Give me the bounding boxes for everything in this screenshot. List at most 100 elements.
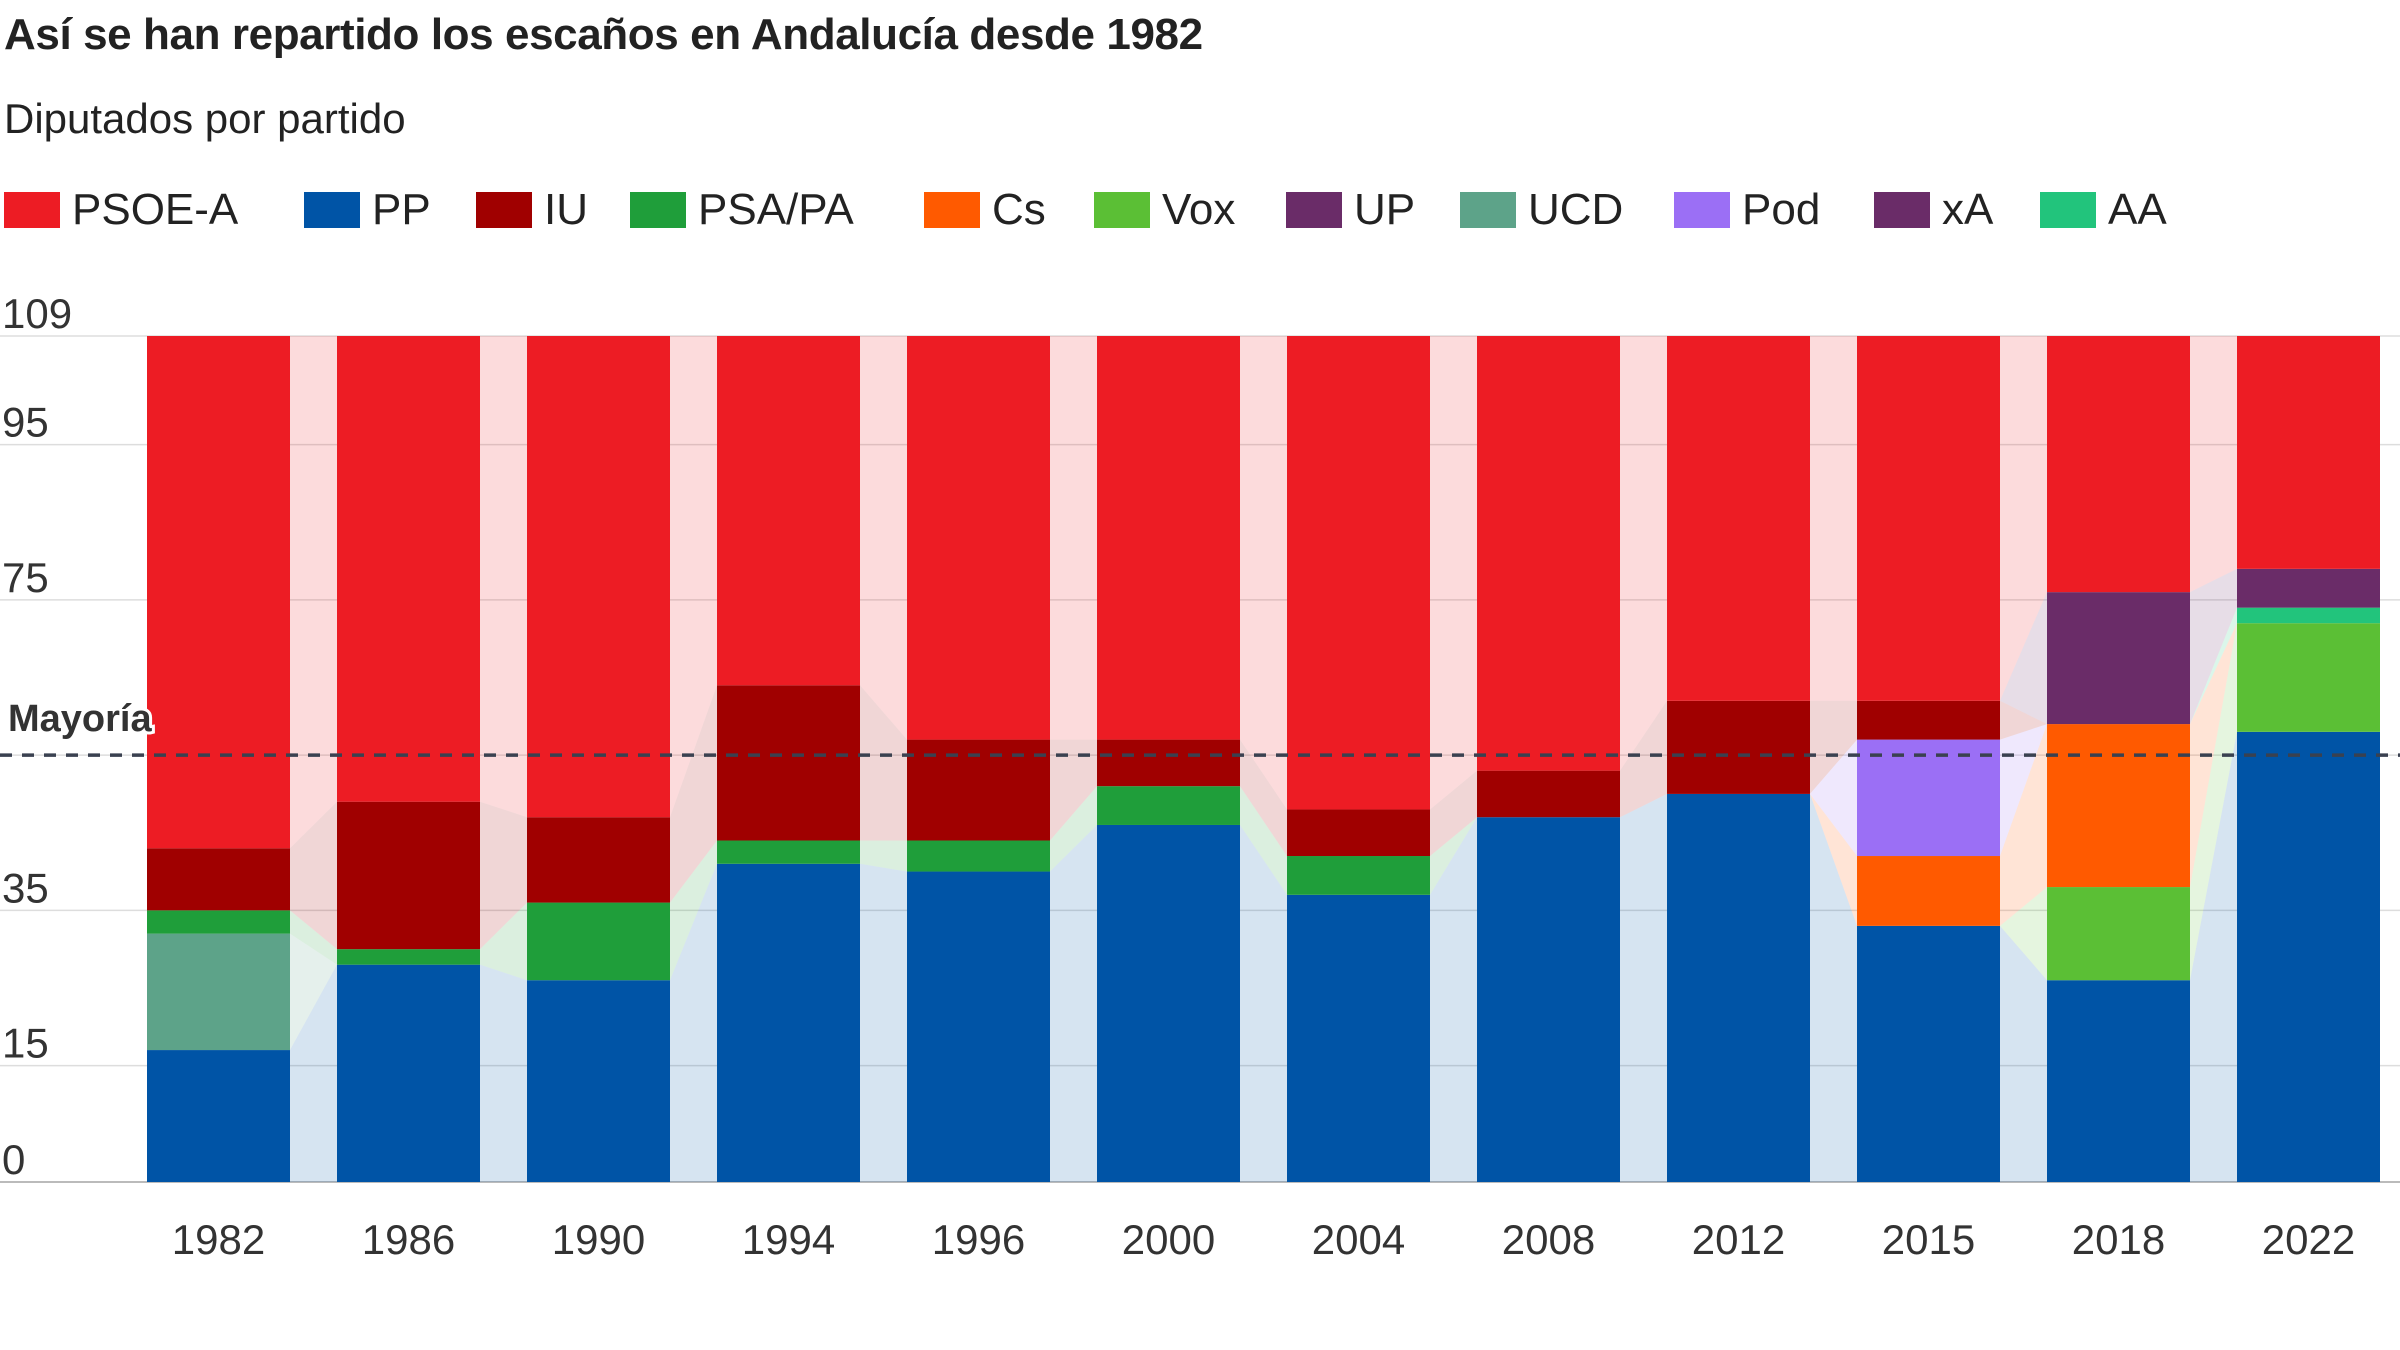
band-psa-pa-1986-1990	[480, 902, 527, 981]
x-tick-label-2022: 2022	[2262, 1216, 2355, 1263]
bar-ucd-1982	[147, 933, 290, 1051]
x-tick-label-1986: 1986	[362, 1216, 455, 1263]
y-tick-label-35: 35	[2, 864, 49, 911]
bar-psoe-a-2000	[1097, 336, 1240, 740]
legend-swatch-up	[1286, 192, 1342, 228]
x-tick-label-2000: 2000	[1122, 1216, 1215, 1263]
legend-swatch-pod	[1674, 192, 1730, 228]
legend: PSOE-A PP IU PSA/PA Cs Vox UP UCD Pod xA AA	[4, 182, 2364, 238]
bar-psoe-a-2004	[1287, 336, 1430, 810]
band-pp-2004-2008	[1430, 817, 1477, 1182]
legend-item-psoe-a: PSOE-A	[4, 182, 238, 238]
legend-item-cs: Cs	[924, 182, 1046, 238]
legend-swatch-iu	[476, 192, 532, 228]
band-psoe-a-2018-2022	[2190, 336, 2237, 593]
band-iu-2008-2012	[1620, 700, 1667, 818]
legend-swatch-pp	[304, 192, 360, 228]
band-psa-pa-1996-2000	[1050, 786, 1097, 872]
bar-iu-2008	[1477, 770, 1620, 818]
bar-iu-1990	[527, 817, 670, 903]
legend-label-ucd: UCD	[1528, 185, 1624, 234]
bar-psa-pa-2004	[1287, 856, 1430, 895]
bar-iu-1986	[337, 801, 480, 950]
bar-psoe-a-2008	[1477, 336, 1620, 771]
band-psoe-a-1986-1990	[480, 336, 527, 818]
band-iu-1990-1994	[670, 685, 717, 903]
band-iu-2015-2018	[2000, 700, 2047, 740]
bar-psa-pa-1994	[717, 840, 860, 864]
bar-psoe-a-2015	[1857, 336, 2000, 701]
x-tick-label-2012: 2012	[1692, 1216, 1785, 1263]
bar-pp-2008	[1477, 817, 1620, 1182]
legend-item-iu: IU	[476, 182, 588, 238]
legend-swatch-aa	[2040, 192, 2096, 228]
legend-label-pp: PP	[372, 185, 431, 234]
bar-pp-1990	[527, 980, 670, 1182]
bar-iu-2015	[1857, 700, 2000, 740]
bar-psoe-a-1994	[717, 336, 860, 686]
band-iu-1996-2000	[1050, 739, 1097, 841]
bar-vox-2018	[2047, 887, 2190, 981]
legend-label-cs: Cs	[992, 185, 1046, 234]
legend-item-aa: AA	[2040, 182, 2167, 238]
band-pp-1986-1990	[480, 964, 527, 1182]
majority-label: Mayoría	[8, 698, 152, 740]
band-psoe-a-1994-1996	[860, 336, 907, 740]
bar-iu-2012	[1667, 700, 1810, 794]
legend-label-xa: xA	[1942, 185, 1994, 234]
legend-label-psa-pa: PSA/PA	[698, 185, 854, 234]
band-psa-pa-1982-1986	[290, 910, 337, 965]
band-iu-2000-2004	[1240, 739, 1287, 857]
band-iu-1994-1996	[860, 685, 907, 841]
band-pp-1990-1994	[670, 863, 717, 1182]
band-psoe-a-1982-1986	[290, 336, 337, 849]
bar-psa-pa-1990	[527, 902, 670, 981]
bar-pod-2015	[1857, 739, 2000, 857]
band-cs-2015-2018	[2000, 724, 2047, 926]
bar-iu-2000	[1097, 739, 1240, 787]
bar-psoe-a-1982	[147, 336, 290, 849]
legend-item-pp: PP	[304, 182, 431, 238]
bar-iu-1994	[717, 685, 860, 841]
bar-psoe-a-2022	[2237, 336, 2380, 569]
bar-cs-2015	[1857, 856, 2000, 926]
bar-iu-1982	[147, 848, 290, 911]
x-axis-labels: 1982 1986 1990 1994 1996 2000 2004 2008 2012 2015…	[172, 1216, 2355, 1263]
legend-swatch-ucd	[1460, 192, 1516, 228]
x-tick-label-2015: 2015	[1882, 1216, 1975, 1263]
x-tick-label-2004: 2004	[1312, 1216, 1405, 1263]
bar-aa-2022	[2237, 607, 2380, 624]
band-pp-2008-2012	[1620, 793, 1667, 1182]
band-pp-2018-2022	[2190, 731, 2237, 1182]
band-psoe-a-2004-2008	[1430, 336, 1477, 810]
x-tick-label-1982: 1982	[172, 1216, 265, 1263]
bar-vox-2022	[2237, 623, 2380, 732]
band-cs-2018-2022	[2190, 623, 2237, 888]
bar-psoe-a-2018	[2047, 336, 2190, 593]
band-xa-2018-2022	[2190, 568, 2237, 608]
bar-pp-1986	[337, 964, 480, 1182]
band-psoe-a-1990-1994	[670, 336, 717, 818]
band-psoe-a-2015-2018	[2000, 336, 2047, 701]
bar-psa-pa-2000	[1097, 786, 1240, 825]
bar-psa-pa-1996	[907, 840, 1050, 872]
band-pp-2012-2015	[1810, 793, 1857, 1182]
band-psoe-a-2000-2004	[1240, 336, 1287, 810]
band-pp-1982-1986	[290, 964, 337, 1182]
bar-pp-1982	[147, 1050, 290, 1182]
y-tick-label-0: 0	[2, 1136, 25, 1183]
band-psa-pa-1994-1996	[860, 840, 907, 872]
band-pod-2015-2018	[2000, 724, 2047, 857]
band-psa-pa-2004-2008	[1430, 817, 1477, 895]
bar-psoe-a-1996	[907, 336, 1050, 740]
x-tick-label-1996: 1996	[932, 1216, 1025, 1263]
band-psa-pa-2000-2004	[1240, 786, 1287, 895]
band-psa-pa-1990-1994	[670, 840, 717, 981]
band-iu-2012-2015	[1810, 700, 1857, 794]
band-iu-1982-1986	[290, 801, 337, 950]
x-tick-label-1994: 1994	[742, 1216, 835, 1263]
band-psoe-a-2008-2012	[1620, 336, 1667, 771]
connector-bands	[290, 336, 2237, 1182]
band-psoe-a-2012-2015	[1810, 336, 1857, 701]
legend-swatch-vox	[1094, 192, 1150, 228]
